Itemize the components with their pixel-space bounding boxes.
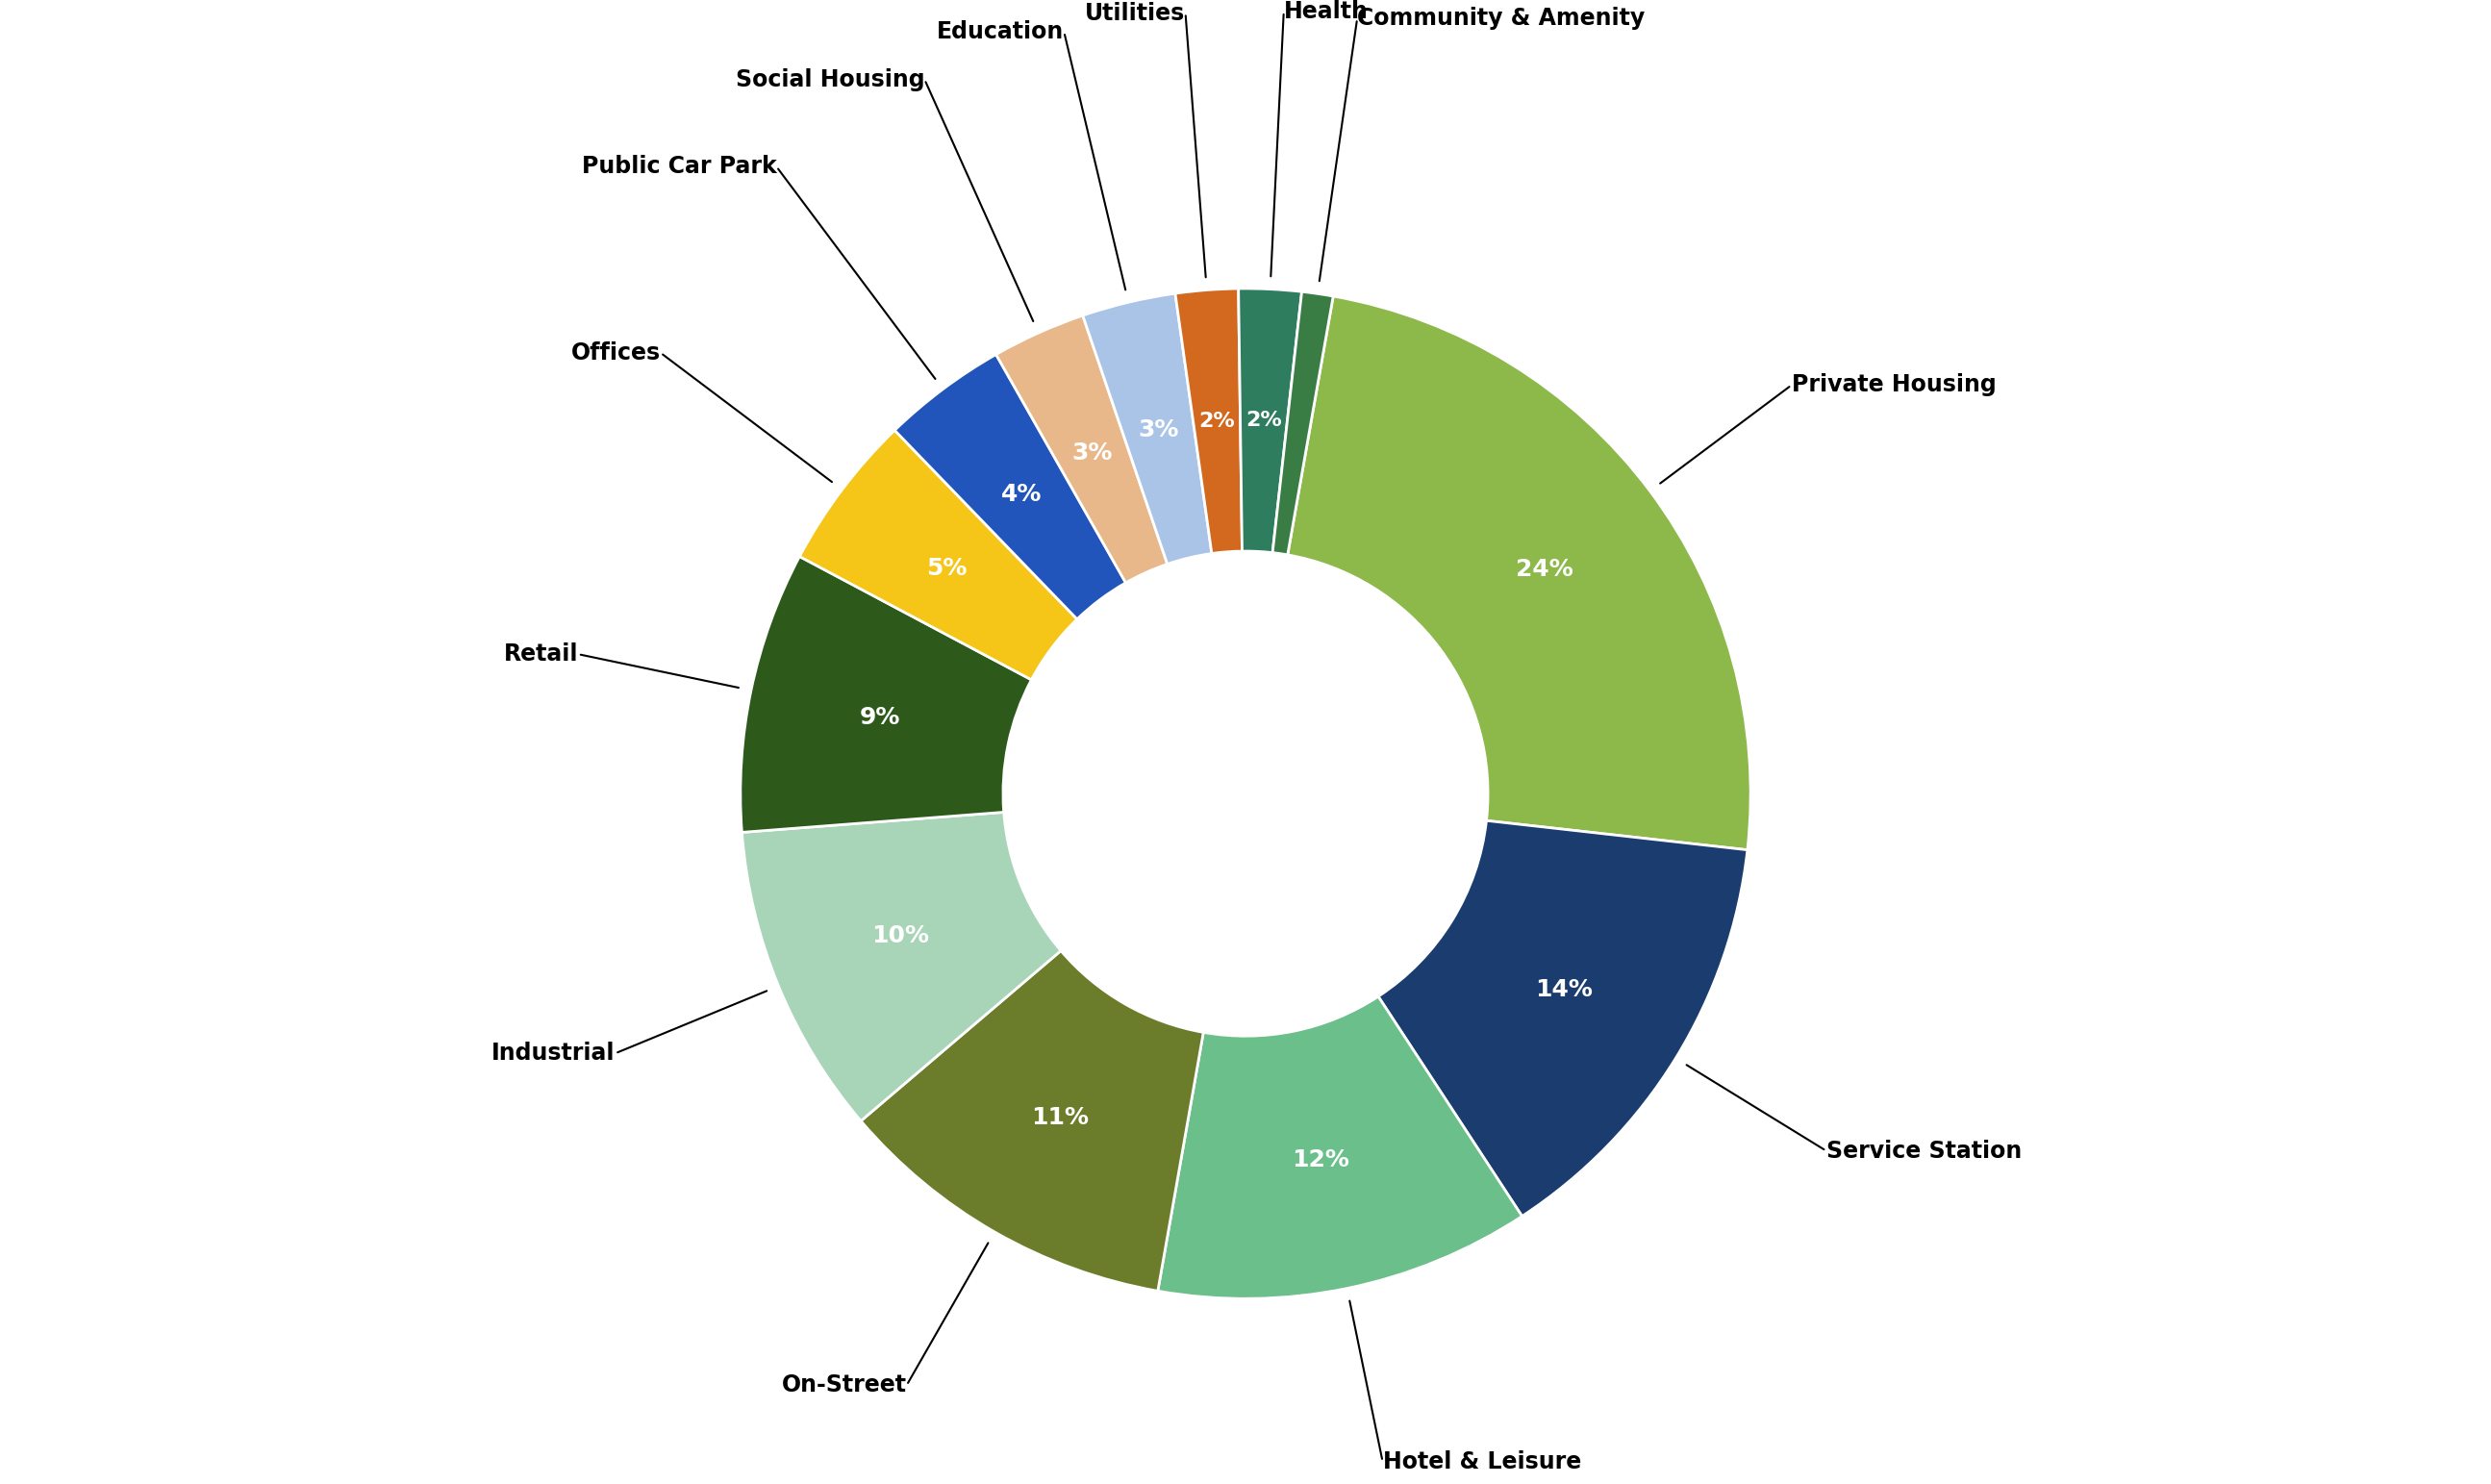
Text: 3%: 3% xyxy=(1138,418,1178,442)
Text: 5%: 5% xyxy=(927,556,967,580)
Text: 9%: 9% xyxy=(859,705,899,729)
Text: Industrial: Industrial xyxy=(491,1042,615,1066)
Wedge shape xyxy=(1158,996,1522,1298)
Wedge shape xyxy=(740,556,1031,833)
Text: 24%: 24% xyxy=(1517,558,1574,582)
Text: Hotel & Leisure: Hotel & Leisure xyxy=(1383,1450,1582,1474)
Text: 4%: 4% xyxy=(1001,482,1041,506)
Text: Service Station: Service Station xyxy=(1826,1140,2023,1162)
Text: On-Street: On-Street xyxy=(782,1374,907,1396)
Text: Utilities: Utilities xyxy=(1086,1,1186,25)
Text: 10%: 10% xyxy=(872,925,929,948)
Text: Retail: Retail xyxy=(503,643,578,666)
Text: 14%: 14% xyxy=(1534,978,1592,1002)
Wedge shape xyxy=(1176,288,1243,554)
Text: Education: Education xyxy=(937,21,1064,43)
Wedge shape xyxy=(1084,294,1211,564)
Wedge shape xyxy=(1238,288,1303,552)
Wedge shape xyxy=(862,951,1203,1291)
Text: Health: Health xyxy=(1283,0,1368,24)
Wedge shape xyxy=(742,812,1061,1120)
Text: Social Housing: Social Housing xyxy=(735,68,924,91)
Text: Offices: Offices xyxy=(570,341,660,365)
Text: 2%: 2% xyxy=(1246,411,1283,430)
Text: Private Housing: Private Housing xyxy=(1791,374,1995,396)
Text: Community & Amenity: Community & Amenity xyxy=(1358,7,1654,30)
Text: 11%: 11% xyxy=(1031,1107,1089,1129)
Wedge shape xyxy=(800,430,1076,680)
Text: Public Car Park: Public Car Park xyxy=(580,156,777,178)
Wedge shape xyxy=(996,316,1168,583)
Wedge shape xyxy=(1288,297,1751,850)
Wedge shape xyxy=(1378,821,1746,1217)
Text: 2%: 2% xyxy=(1198,411,1236,430)
Wedge shape xyxy=(894,355,1126,619)
Wedge shape xyxy=(1273,292,1333,555)
Text: 3%: 3% xyxy=(1071,441,1113,464)
Text: 12%: 12% xyxy=(1293,1149,1350,1171)
